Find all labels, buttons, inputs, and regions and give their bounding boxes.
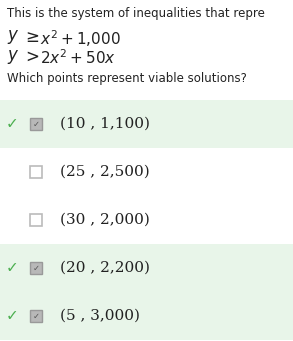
Text: Which points represent viable solutions?: Which points represent viable solutions? xyxy=(7,72,247,85)
Text: $\geq$: $\geq$ xyxy=(22,28,39,46)
Text: (25 , 2,500): (25 , 2,500) xyxy=(60,165,150,179)
FancyBboxPatch shape xyxy=(30,310,42,322)
FancyBboxPatch shape xyxy=(0,100,293,148)
Text: (5 , 3,000): (5 , 3,000) xyxy=(60,309,140,323)
Text: $y$: $y$ xyxy=(7,48,19,66)
FancyBboxPatch shape xyxy=(0,292,293,340)
FancyBboxPatch shape xyxy=(30,166,42,178)
FancyBboxPatch shape xyxy=(0,244,293,292)
Text: ✓: ✓ xyxy=(33,264,40,272)
Text: ✓: ✓ xyxy=(6,117,18,132)
Text: $>$: $>$ xyxy=(22,48,40,66)
Text: $y$: $y$ xyxy=(7,28,19,46)
Text: (20 , 2,200): (20 , 2,200) xyxy=(60,261,150,275)
Text: ✓: ✓ xyxy=(33,119,40,129)
Text: $2x^2 + 50x$: $2x^2 + 50x$ xyxy=(40,48,116,67)
Text: This is the system of inequalities that repre: This is the system of inequalities that … xyxy=(7,7,265,20)
FancyBboxPatch shape xyxy=(30,214,42,226)
Text: ✓: ✓ xyxy=(6,309,18,324)
FancyBboxPatch shape xyxy=(30,118,42,130)
Text: ✓: ✓ xyxy=(33,311,40,321)
FancyBboxPatch shape xyxy=(30,262,42,274)
Text: $x^2 + 1{,}000$: $x^2 + 1{,}000$ xyxy=(40,28,121,49)
Text: (30 , 2,000): (30 , 2,000) xyxy=(60,213,150,227)
Text: ✓: ✓ xyxy=(6,261,18,276)
Text: (10 , 1,100): (10 , 1,100) xyxy=(60,117,150,131)
